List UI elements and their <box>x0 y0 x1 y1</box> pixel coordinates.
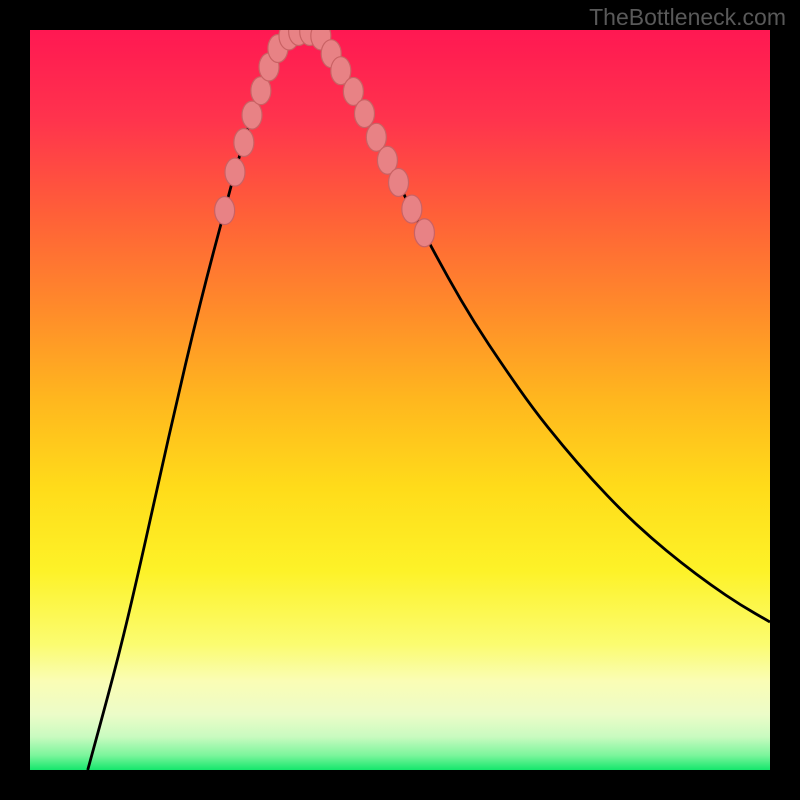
data-marker <box>234 128 254 156</box>
gradient-background <box>30 30 770 770</box>
data-marker <box>402 195 422 223</box>
data-marker <box>354 100 374 128</box>
data-marker <box>215 197 235 225</box>
data-marker <box>242 101 262 129</box>
chart-container <box>30 30 770 770</box>
data-marker <box>414 219 434 247</box>
data-marker <box>225 158 245 186</box>
chart-svg <box>30 30 770 770</box>
watermark-text: TheBottleneck.com <box>589 4 786 31</box>
data-marker <box>389 168 409 196</box>
